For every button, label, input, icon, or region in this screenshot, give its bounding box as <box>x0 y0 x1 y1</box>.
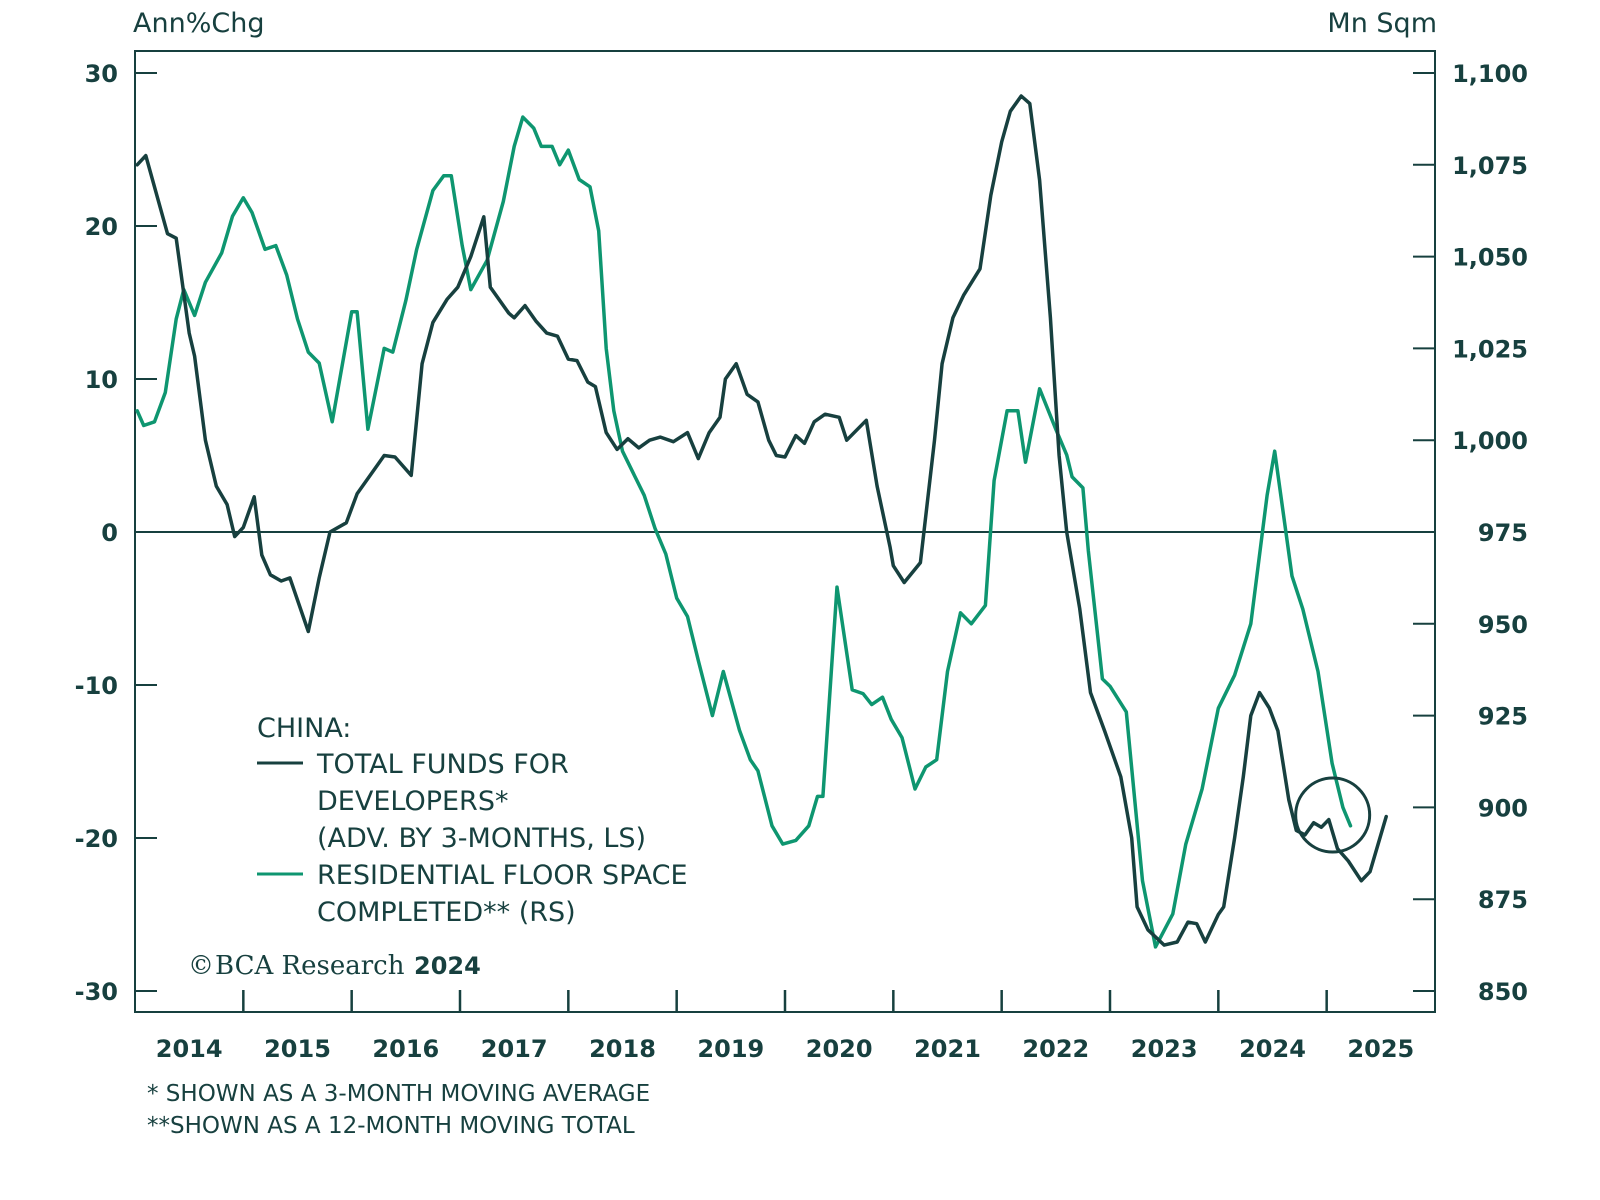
x-tick-label: 2024 <box>1239 1035 1306 1063</box>
x-tick-label: 2023 <box>1131 1035 1198 1063</box>
series-layer <box>135 94 1388 949</box>
legend-heading: CHINA: <box>257 713 351 744</box>
left-tick-label: -10 <box>75 672 118 700</box>
legend-label-funds-line2: DEVELOPERS* <box>317 786 508 817</box>
left-tick-label: -30 <box>75 978 118 1006</box>
right-tick-label: 900 <box>1478 794 1528 822</box>
credit-brand: BCΑ Research <box>215 951 405 981</box>
right-tick-label: 1,000 <box>1452 427 1528 455</box>
x-tick-label: 2022 <box>1022 1035 1089 1063</box>
legend-label-floor-line2: COMPLETED** (RS) <box>317 897 576 928</box>
left-tick-label: 30 <box>85 60 118 88</box>
footnote-2: **SHOWN AS A 12-MONTH MOVING TOTAL <box>147 1113 635 1139</box>
left-tick-label: 10 <box>85 366 118 394</box>
x-tick-label: 2016 <box>372 1035 439 1063</box>
right-tick-label: 1,025 <box>1452 335 1528 363</box>
x-tick-label: 2015 <box>264 1035 331 1063</box>
x-tick-label: 2020 <box>806 1035 873 1063</box>
right-tick-label: 875 <box>1478 886 1528 914</box>
right-tick-label: 1,100 <box>1452 60 1528 88</box>
x-tick-label: 2019 <box>697 1035 764 1063</box>
x-tick-label: 2014 <box>156 1035 223 1063</box>
right-tick-label: 850 <box>1478 978 1528 1006</box>
x-axis-ticks: 2014 2015 2016 2017 2018 2019 2020 2021 2022 2023… <box>156 990 1414 1063</box>
credit-year: 2024 <box>414 952 481 980</box>
x-tick-label: 2018 <box>589 1035 656 1063</box>
legend-label-floor-line1: RESIDENTIAL FLOOR SPACE <box>317 860 688 891</box>
credit-symbol: © <box>188 951 214 981</box>
right-tick-label: 1,050 <box>1452 244 1528 272</box>
footnote-1: * SHOWN AS A 3-MONTH MOVING AVERAGE <box>147 1081 650 1107</box>
legend-label-funds-line1: TOTAL FUNDS FOR <box>316 749 569 780</box>
left-axis-ticks: 30 20 10 0 -10 -20 -30 <box>75 60 157 1006</box>
series-line-funds <box>135 94 1388 947</box>
credit: © BCΑ Research 2024 <box>188 951 481 981</box>
legend: CHINA: TOTAL FUNDS FOR DEVELOPERS* (ADV.… <box>257 713 688 928</box>
legend-label-funds-line3: (ADV. BY 3-MONTHS, LS) <box>317 823 646 854</box>
left-tick-label: 20 <box>85 213 118 241</box>
right-tick-label: 975 <box>1478 519 1528 547</box>
series-line-floor <box>135 115 1353 949</box>
x-tick-label: 2021 <box>914 1035 981 1063</box>
left-tick-label: 0 <box>101 519 118 547</box>
x-tick-label: 2017 <box>481 1035 548 1063</box>
x-tick-label: 2025 <box>1347 1035 1414 1063</box>
right-tick-label: 925 <box>1478 703 1528 731</box>
right-axis-title: Mn Sqm <box>1327 8 1437 39</box>
right-tick-label: 950 <box>1478 611 1528 639</box>
left-axis-title: Ann%Chg <box>133 8 264 39</box>
left-tick-label: -20 <box>75 825 118 853</box>
right-tick-label: 1,075 <box>1452 152 1528 180</box>
right-axis-ticks: 1,100 1,075 1,050 1,025 1,000 975 950 925 900 875… <box>1413 60 1528 1006</box>
annotation-circle <box>1294 776 1372 854</box>
